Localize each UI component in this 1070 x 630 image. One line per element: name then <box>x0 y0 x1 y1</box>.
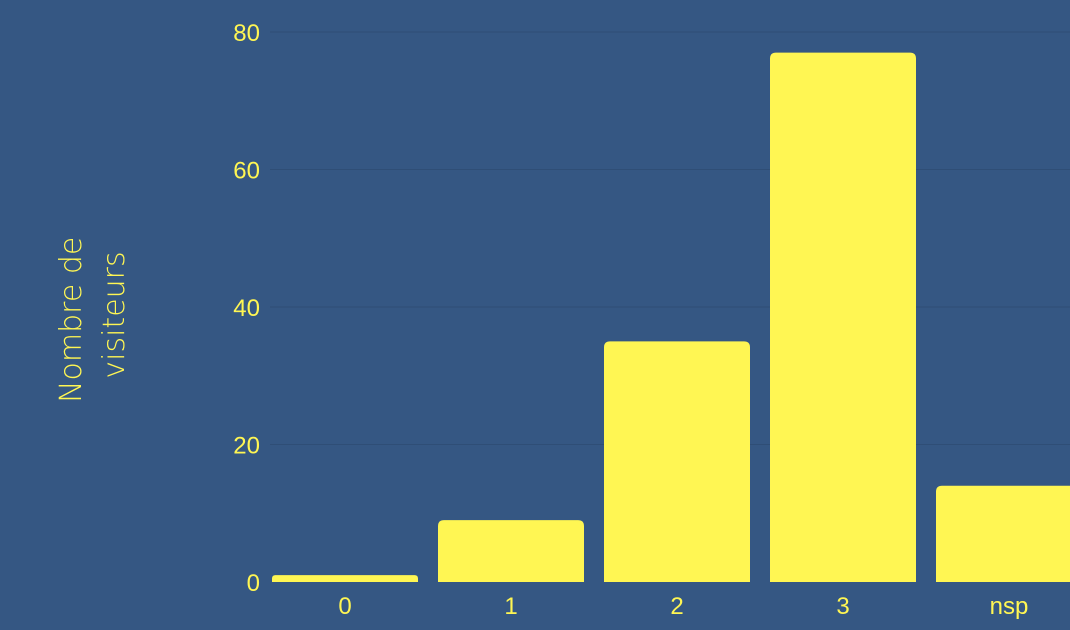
x-tick-label-1: 1 <box>504 593 517 620</box>
y-tick-label: 80 <box>233 20 260 47</box>
x-tick-label-2: 2 <box>670 593 683 620</box>
bar-0 <box>272 575 418 582</box>
x-tick-label-0: 0 <box>338 593 351 620</box>
y-axis-label-line-2: visiteurs <box>97 251 132 378</box>
x-tick-label-nsp: nsp <box>990 593 1029 620</box>
y-axis-label: Nombre de visiteurs <box>54 227 132 403</box>
y-tick-label: 40 <box>233 295 260 322</box>
y-axis-label-line-1: Nombre de <box>54 237 89 403</box>
bar-1 <box>438 520 584 582</box>
y-tick-label: 0 <box>247 570 260 597</box>
bar-3 <box>770 52 916 582</box>
bar-2 <box>604 341 750 582</box>
bar-nsp <box>936 485 1070 582</box>
y-axis-ticks: 0 20 40 60 80 <box>233 20 260 597</box>
bars <box>272 52 1070 582</box>
x-axis-ticks: 0 1 2 3 nsp <box>338 593 1028 620</box>
y-tick-label: 60 <box>233 158 260 185</box>
x-tick-label-3: 3 <box>836 593 849 620</box>
y-tick-label: 20 <box>233 433 260 460</box>
